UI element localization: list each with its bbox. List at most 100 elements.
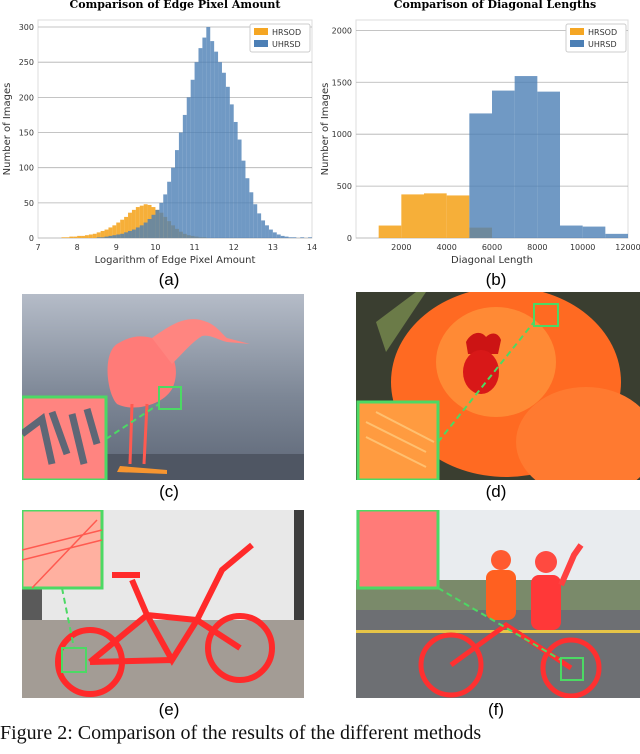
bar-uhrsd [198,48,203,239]
bar-uhrsd [308,237,312,238]
legend-label: HRSOD [588,28,617,37]
bar-uhrsd [249,192,254,238]
bar-uhrsd [175,150,179,238]
x-tick-label: 2000 [391,243,411,252]
bar-uhrsd [229,104,234,238]
legend-swatch [254,28,268,35]
legend-swatch [570,40,584,47]
chart-a-title: Comparison of Edge Pixel Amount [69,0,281,11]
bar-hrsod [77,235,82,238]
x-tick-label: 7 [35,243,40,252]
bar-uhrsd [268,229,273,238]
bar-uhrsd [116,234,121,238]
bar-uhrsd [214,51,219,239]
bar-uhrsd [178,132,183,238]
bar-hrsod [120,219,125,238]
x-axis-label: Diagonal Length [451,255,533,266]
bar-hrsod [116,222,121,238]
image-f-tandem [356,510,640,698]
x-tick-label: 11 [189,243,199,252]
bar-hrsod [401,194,424,238]
image-e-bicycle [22,510,304,698]
bar-uhrsd [514,76,538,238]
bar-uhrsd [186,97,191,239]
x-tick-label: 13 [268,243,278,252]
figure-caption: Figure 2: Comparison of the results of t… [0,722,482,744]
bar-hrsod [112,225,117,238]
bar-uhrsd [280,235,285,238]
bar-uhrsd [288,237,293,238]
y-axis-label: Number of Images [320,83,331,176]
bar-hrsod [65,237,70,238]
bar-uhrsd [206,27,211,238]
x-tick-label: 8000 [527,243,547,252]
x-tick-label: 6000 [482,243,502,252]
bar-uhrsd [284,236,289,238]
bar-hrsod [378,225,402,238]
bar-uhrsd [218,62,222,239]
x-tick-label: 12 [229,243,239,252]
bar-uhrsd [221,72,226,238]
bar-hrsod [73,236,78,238]
bar-uhrsd [276,234,281,238]
bar-uhrsd [96,237,101,238]
bar-uhrsd [210,41,215,239]
bar-uhrsd [560,225,583,238]
bar-hrsod [104,229,109,238]
bar-uhrsd [108,235,113,238]
bar-uhrsd [128,230,132,238]
sublabel-b: (b) [485,270,507,289]
sublabel-d: (d) [485,482,507,501]
y-tick-label: 200 [19,93,34,102]
x-axis-label: Logarithm of Edge Pixel Amount [95,255,256,266]
y-tick-label: 100 [19,164,34,173]
sublabel-a: (a) [158,270,180,289]
bar-uhrsd [167,181,172,238]
bar-hrsod [131,209,136,238]
bar-uhrsd [104,236,109,238]
x-tick-label: 10000 [570,243,595,252]
bar-hrsod [446,195,470,238]
legend-swatch [254,40,268,47]
y-tick-label: 150 [19,129,34,138]
bar-hrsod [143,204,148,238]
x-tick-label: 9 [114,243,119,252]
bar-uhrsd [120,233,125,238]
x-tick-label: 14 [307,243,317,252]
bar-uhrsd [261,220,266,238]
bar-uhrsd [135,227,140,238]
x-tick-label: 8 [75,243,80,252]
bar-uhrsd [163,194,168,238]
x-tick-label: 10 [150,243,160,252]
bar-hrsod [88,234,93,238]
x-tick-label: 12000 [615,243,640,252]
bar-uhrsd [241,160,246,238]
chart-a: 0 50 100 150 200 250 300 7 8 9 10 11 12 13 14 Logarithm… [2,19,317,266]
image-d-rooster [356,292,640,480]
image-c-egret [22,294,304,480]
sublabel-f: (f) [487,700,505,719]
bar-uhrsd [237,139,242,238]
bar-uhrsd [582,226,606,238]
y-tick-label: 50 [24,199,34,208]
y-tick-label: 0 [347,234,352,243]
sublabel-e: (e) [158,700,180,719]
bar-uhrsd [245,178,250,238]
bar-hrsod [92,233,97,238]
legend-label: HRSOD [272,28,301,37]
bar-hrsod [100,230,105,238]
bar-uhrsd [265,225,269,238]
bar-uhrsd [143,222,148,238]
bar-uhrsd [171,167,175,238]
bar-uhrsd [155,209,160,238]
bar-uhrsd [159,202,164,238]
bar-hrsod [124,216,129,238]
y-axis-label: Number of Images [2,83,13,176]
chart-b: 0 500 1000 1500 2000 2000 4000 6000 8000 10000 120… [320,19,640,266]
chart-b-title: Comparison of Diagonal Lengths [393,0,597,11]
bar-hrsod [69,236,74,238]
bar-uhrsd [225,86,230,238]
legend-swatch [570,28,584,35]
x-tick-label: 4000 [436,243,456,252]
bar-hrsod [135,207,140,238]
